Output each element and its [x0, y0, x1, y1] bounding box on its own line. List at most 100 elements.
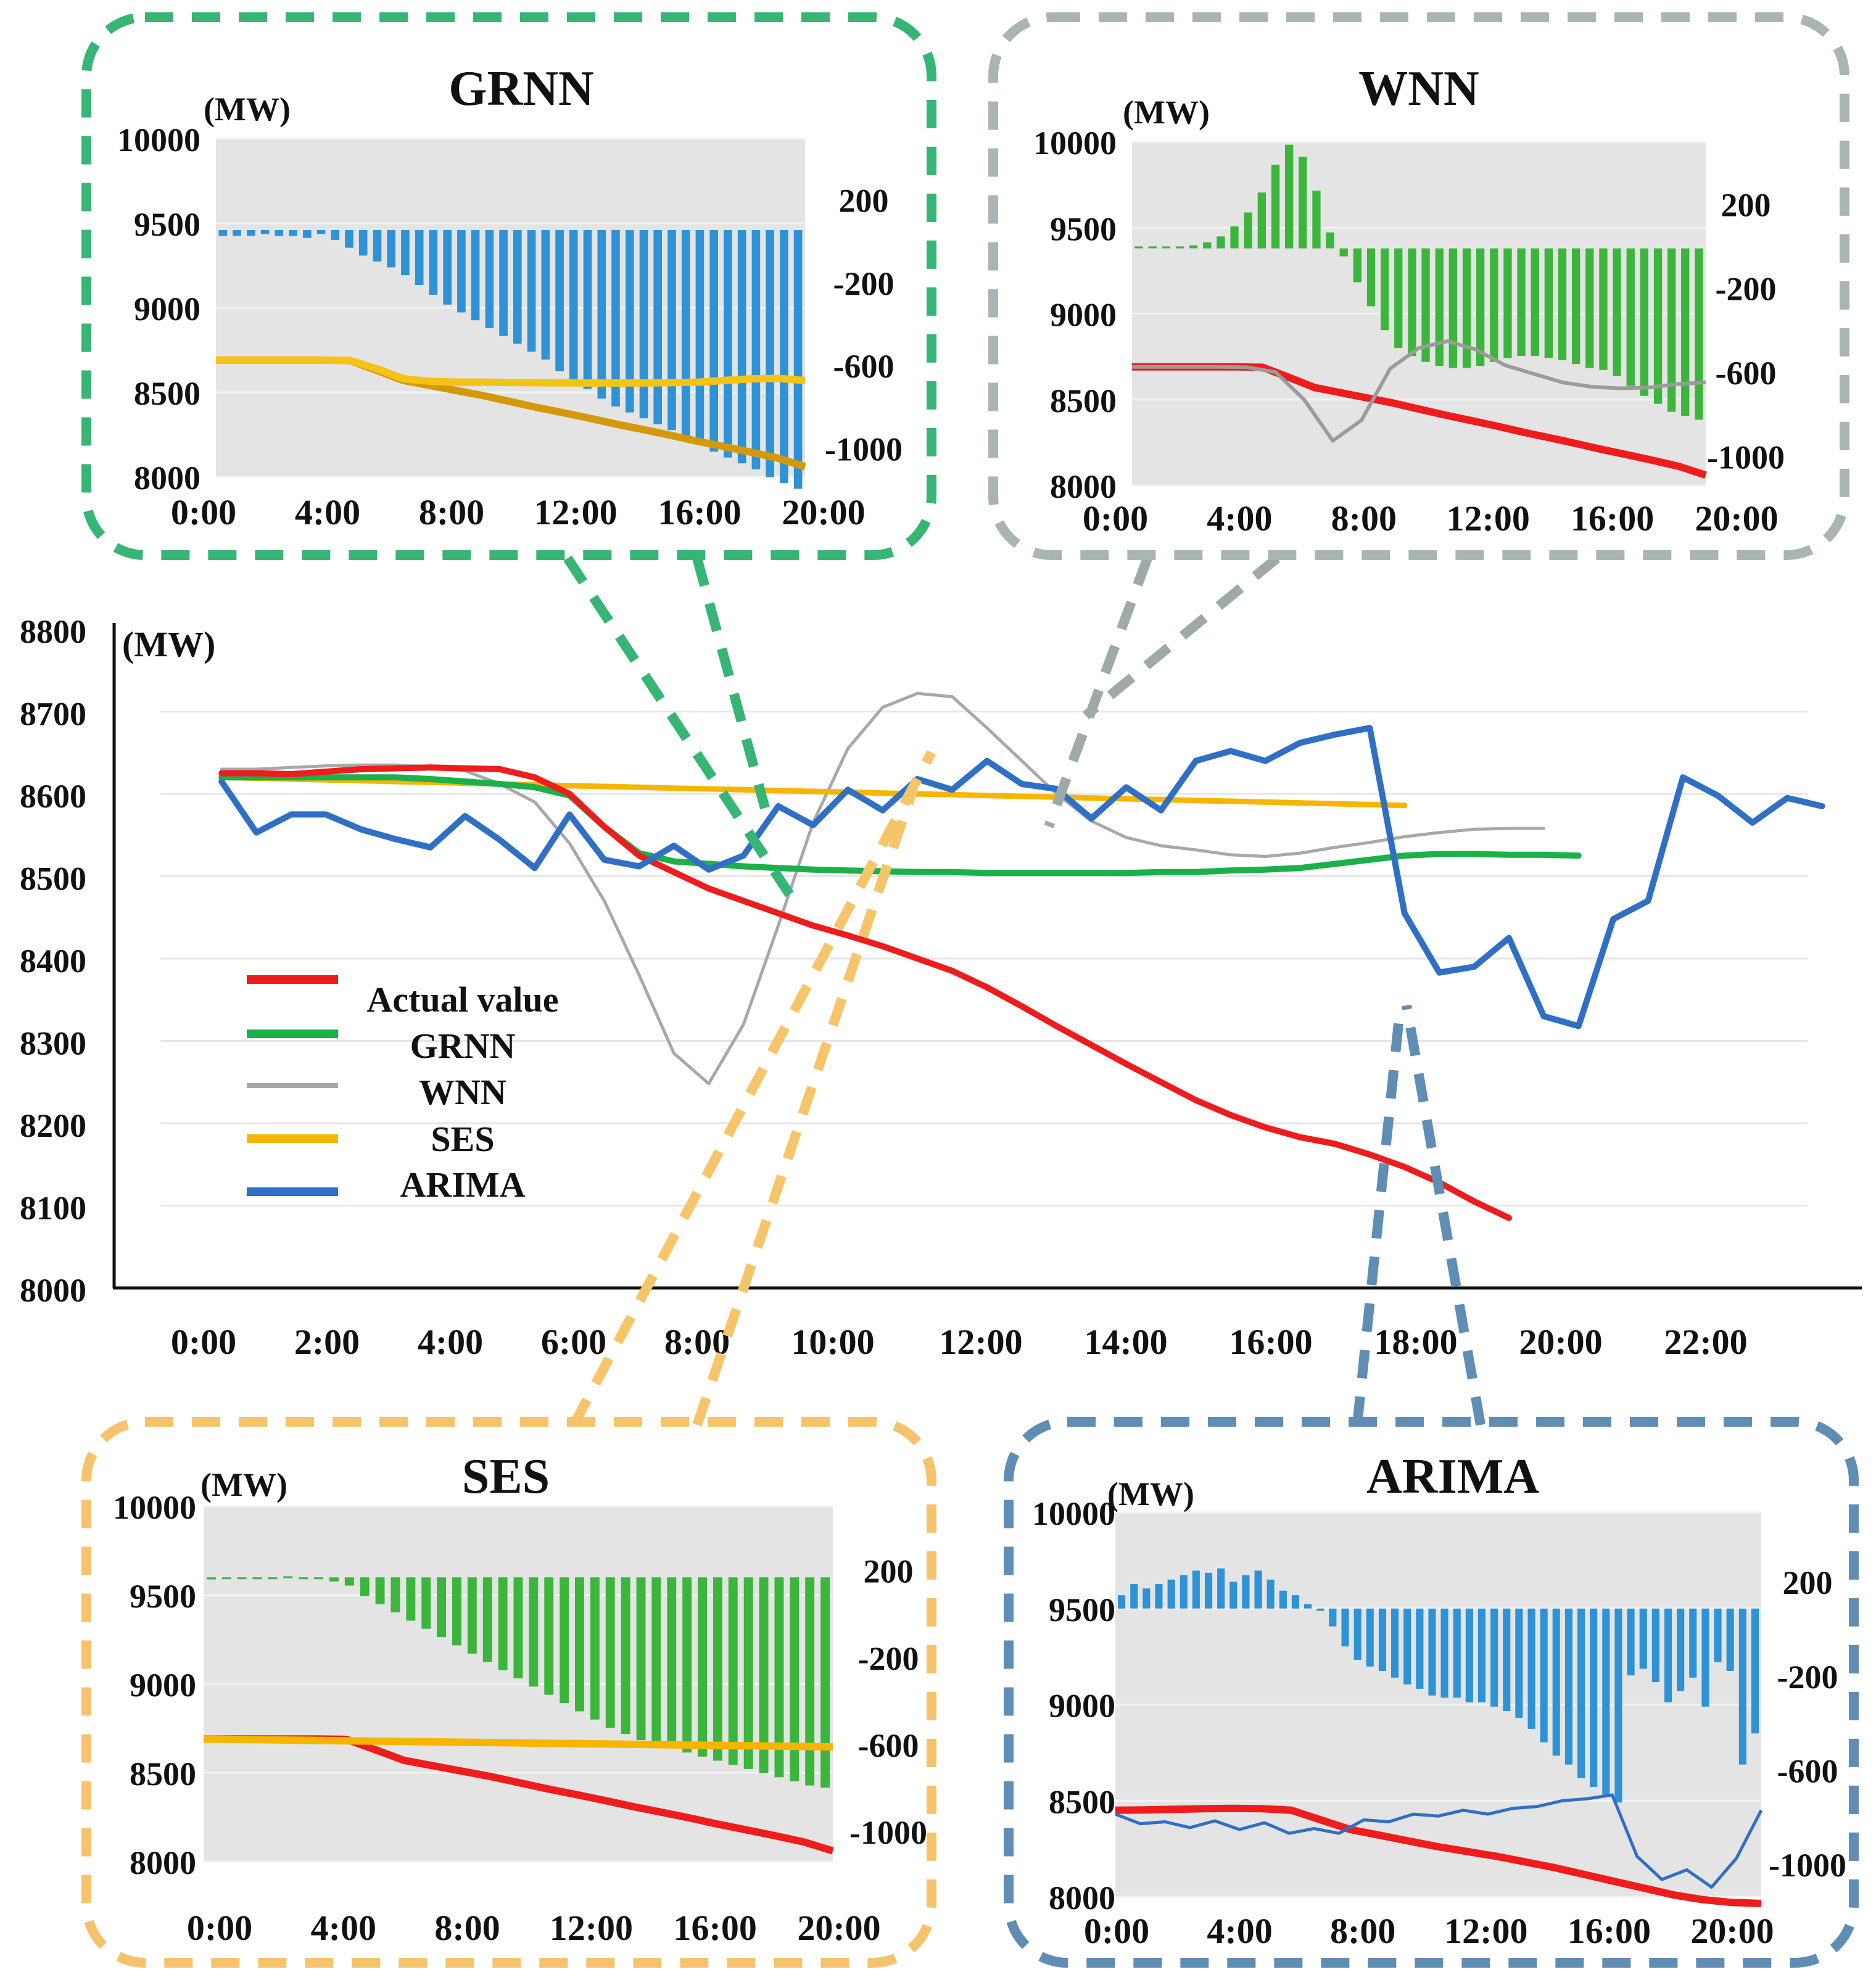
main-series-line-grnn — [218, 774, 1582, 877]
inset-error-bar — [1175, 246, 1184, 249]
inset-y-tick-label: 9000 — [134, 291, 200, 328]
inset-error-bar — [1651, 1608, 1659, 1682]
main-y-tick-label: 8500 — [20, 860, 86, 897]
legend-label-arima: ARIMA — [400, 1165, 526, 1205]
inset-y-tick-label: 10000 — [113, 1489, 196, 1526]
inset-error-bar — [1695, 248, 1703, 420]
inset-error-bar — [275, 230, 284, 236]
connector-ses-left — [569, 750, 936, 1427]
inset-error-bar — [1162, 246, 1170, 249]
inset-y-tick-label: 9000 — [130, 1667, 196, 1704]
inset-x-tick-label: 8:00 — [434, 1908, 500, 1948]
inset-error-bar — [790, 1577, 800, 1781]
inset-error-bar — [299, 1577, 308, 1580]
inset-error-bar — [429, 230, 438, 295]
main-gridlines — [160, 711, 1808, 1207]
inset-error-bar — [1527, 1608, 1535, 1729]
main-y-unit-label: (MW) — [122, 624, 215, 664]
inset-error-bar — [1391, 1608, 1399, 1678]
inset-error-bar — [1244, 212, 1252, 249]
main-chart: (MW) 8000 8100 8200 8300 8400 8500 8600 8700 880… — [20, 613, 1862, 1362]
main-series-line-actual-value — [218, 764, 1512, 1221]
inset-error-bar — [611, 230, 620, 407]
main-y-tick-label: 8200 — [20, 1107, 86, 1144]
inset-error-bar — [682, 1577, 692, 1753]
inset-error-bar — [529, 1577, 539, 1687]
inset-error-bar — [1590, 1608, 1598, 1787]
inset-error-bar — [728, 1577, 738, 1765]
inset-error-bar — [1689, 1608, 1697, 1678]
inset-error-bar — [1503, 1608, 1511, 1711]
inset-error-bar — [651, 1577, 661, 1744]
inset-title: SES — [462, 1450, 550, 1504]
main-y-tick-labels: 8000 8100 8200 8300 8400 8500 8600 8700 8800 — [20, 613, 86, 1309]
inset-error-bar — [1448, 248, 1457, 368]
inset-error-bar — [1257, 192, 1266, 249]
inset-error-bar — [1229, 1582, 1238, 1609]
inset-error-bar — [1726, 1608, 1734, 1671]
inset-title: WNN — [1358, 62, 1479, 116]
inset-x-tick-label: 8:00 — [1330, 1911, 1395, 1951]
inset-error-bar — [1421, 248, 1430, 362]
inset-error-bar — [207, 1577, 216, 1580]
inset-error-bar — [1627, 1608, 1635, 1676]
inset-error-bar — [1435, 248, 1444, 366]
inset-y2-tick-label: -200 — [833, 265, 895, 302]
inset-error-bar — [1326, 232, 1334, 249]
inset-error-bar — [1180, 1575, 1188, 1609]
inset-error-bar — [820, 1577, 830, 1788]
inset-error-bar — [316, 230, 326, 234]
inset-error-bar — [1217, 236, 1225, 249]
main-x-tick-label: 14:00 — [1084, 1322, 1167, 1362]
inset-y-tick-label: 10000 — [1033, 125, 1117, 162]
inset-error-bar — [1440, 1608, 1448, 1698]
inset-y2-tick-label: 200 — [839, 183, 889, 220]
inset-error-bar — [1626, 248, 1635, 386]
inset-error-bar — [1613, 248, 1621, 376]
inset-error-bar — [681, 230, 690, 438]
inset-y-tick-label: 8000 — [1049, 1879, 1115, 1916]
inset-y-tick-label: 9500 — [134, 206, 200, 243]
inset-y2-tick-label: -200 — [858, 1640, 919, 1677]
inset-x-tick-label: 12:00 — [534, 492, 617, 532]
inset-error-bar — [1189, 245, 1198, 249]
inset-x-tick-label: 16:00 — [1568, 1911, 1651, 1951]
main-series-line-ses — [218, 774, 1408, 809]
inset-error-bar — [1378, 1608, 1386, 1671]
inset-error-bar — [1572, 248, 1581, 365]
inset-y2-tick-label: -200 — [1777, 1659, 1838, 1696]
inset-y-tick-label: 9500 — [1049, 1591, 1115, 1628]
inset-arima: ARIMA (MW)10000 9500 9000 8500 8000 200 -200 -60… — [1004, 1417, 1859, 1968]
inset-error-bar — [1639, 1608, 1647, 1669]
inset-error-bar — [1394, 248, 1403, 349]
inset-error-bar — [743, 1577, 753, 1769]
inset-error-bar — [626, 230, 634, 413]
legend-label-ses: SES — [431, 1119, 494, 1159]
inset-error-bar — [1192, 1570, 1200, 1609]
inset-title: ARIMA — [1366, 1450, 1539, 1504]
legend-label-wnn: WNN — [419, 1072, 506, 1112]
inset-error-bar — [237, 1577, 247, 1580]
inset-error-bar — [1403, 1608, 1411, 1685]
inset-error-bar — [793, 230, 803, 489]
inset-y-tick-label: 10000 — [117, 122, 200, 159]
inset-error-bar — [1291, 1595, 1299, 1609]
inset-error-bar — [1353, 248, 1362, 283]
inset-error-bar — [1339, 248, 1348, 257]
inset-error-bar — [1155, 1584, 1163, 1609]
inset-y-tick-label: 9500 — [130, 1578, 196, 1615]
inset-error-bar — [597, 230, 606, 399]
inset-error-bar — [421, 1577, 431, 1629]
inset-error-bar — [283, 1576, 293, 1578]
inset-error-bar — [737, 230, 746, 464]
main-x-tick-label: 12:00 — [939, 1322, 1022, 1362]
inset-error-bar — [709, 230, 718, 452]
inset-error-bar — [303, 230, 312, 238]
inset-error-bar — [233, 230, 241, 236]
inset-error-bar — [759, 1577, 769, 1773]
inset-y-tick-label: 8500 — [1049, 1783, 1115, 1820]
connector-grnn-left — [563, 555, 794, 897]
connector-grnn-right — [692, 556, 770, 810]
inset-error-bar — [1312, 191, 1321, 249]
inset-error-bar — [1602, 1608, 1610, 1796]
